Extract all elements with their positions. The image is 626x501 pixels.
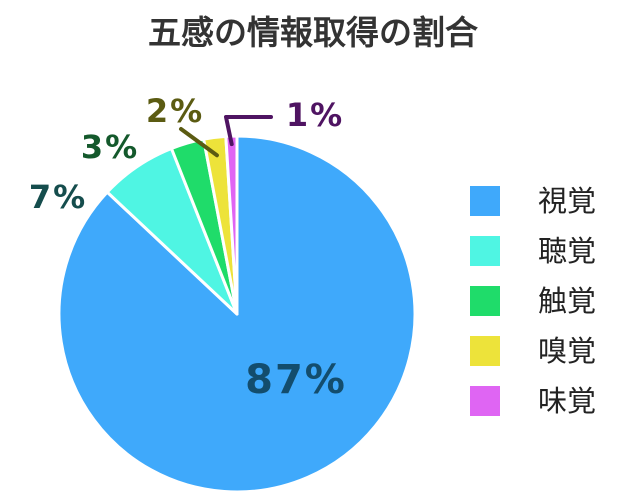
legend-label: 嗅覚 [538,334,597,368]
pie-slice-0 [57,134,417,494]
chart-title: 五感の情報取得の割合 [148,13,478,52]
slice-label-3: 2% [146,92,204,130]
leader-line-4 [224,115,273,147]
leader-line-3 [179,127,219,158]
legend-swatch [470,336,500,366]
legend-label: 触覚 [538,284,597,318]
slice-label-2: 3% [81,128,139,166]
slice-label-1: 7% [29,178,87,216]
legend-label: 視覚 [538,184,597,218]
legend-label: 味覚 [538,384,597,418]
slice-label-0: 87% [245,357,347,403]
slice-label-4: 1% [286,96,344,134]
legend-swatch [470,386,500,416]
legend-label: 聴覚 [538,234,597,268]
legend-swatch [470,236,500,266]
legend-swatch [470,186,500,216]
legend-swatch [470,286,500,316]
